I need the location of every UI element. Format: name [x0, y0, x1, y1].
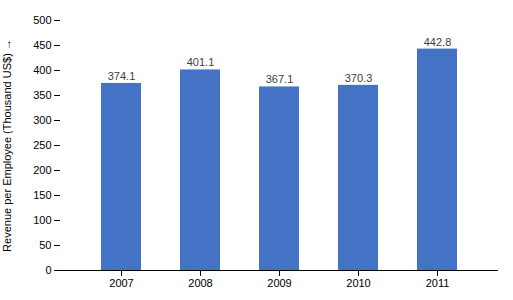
svg-text:442.8: 442.8 — [424, 36, 452, 48]
svg-text:2009: 2009 — [267, 277, 291, 289]
svg-text:367.1: 367.1 — [266, 73, 294, 85]
svg-text:374.1: 374.1 — [108, 70, 136, 82]
svg-text:401.1: 401.1 — [187, 56, 215, 68]
svg-text:500: 500 — [33, 14, 51, 26]
svg-text:370.3: 370.3 — [345, 72, 373, 84]
svg-text:200: 200 — [33, 164, 51, 176]
svg-text:2007: 2007 — [109, 277, 133, 289]
svg-text:50: 50 — [39, 239, 51, 251]
svg-text:300: 300 — [33, 114, 51, 126]
svg-text:2008: 2008 — [188, 277, 212, 289]
svg-text:150: 150 — [33, 189, 51, 201]
svg-text:2010: 2010 — [346, 277, 370, 289]
svg-text:0: 0 — [45, 264, 51, 276]
svg-text:250: 250 — [33, 139, 51, 151]
svg-text:Revenue per Employee (Thousand: Revenue per Employee (Thousand US$) → — [1, 39, 13, 252]
svg-text:400: 400 — [33, 64, 51, 76]
svg-text:100: 100 — [33, 214, 51, 226]
svg-text:350: 350 — [33, 89, 51, 101]
svg-text:2011: 2011 — [426, 277, 450, 289]
svg-text:450: 450 — [33, 39, 51, 51]
